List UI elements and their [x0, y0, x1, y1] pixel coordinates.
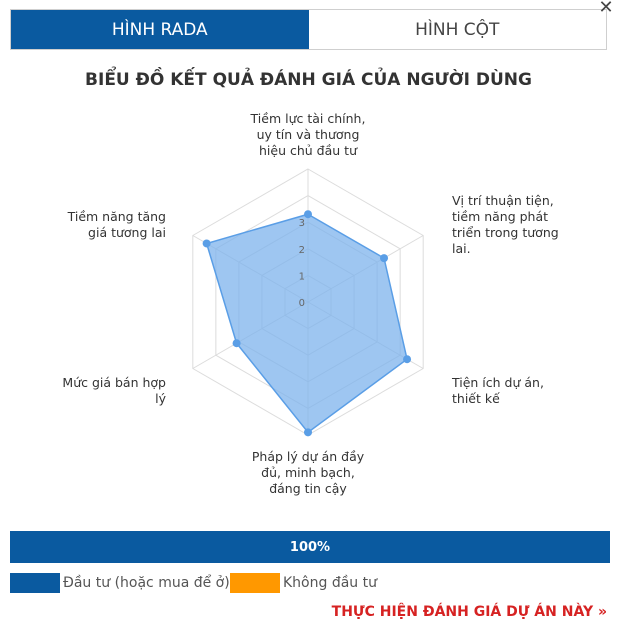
axis-label-finance: Tiềm lực tài chính, uy tín và thương hiệ…	[250, 111, 366, 158]
axis-label-amenities: Tiện ích dự án, thiết kế	[452, 375, 544, 406]
legend-label-invest: Đầu tư (hoặc mua để ở)	[63, 575, 230, 591]
axis-label-legal: Pháp lý dự án đầy đủ, minh bạch, đáng ti…	[251, 449, 365, 496]
data-point[interactable]	[380, 254, 389, 263]
tick-label: 3	[299, 218, 305, 229]
tick-label: 0	[299, 298, 305, 309]
progress-label: 100%	[289, 539, 331, 555]
radar-chart: 0 1 2 3	[192, 168, 424, 437]
rate-project-link[interactable]: THỰC HIỆN ĐÁNH GIÁ DỰ ÁN NÀY »	[331, 604, 607, 620]
chart-title: BIỂU ĐỒ KẾT QUẢ ĐÁNH GIÁ CỦA NGƯỜI DÙNG	[85, 70, 532, 90]
chart-type-tabs: HÌNH RADA HÌNH CỘT	[10, 9, 607, 50]
legend-item-invest: Đầu tư (hoặc mua để ở)	[10, 573, 230, 593]
data-point[interactable]	[232, 339, 241, 348]
tick-label: 2	[299, 245, 305, 256]
legend-item-not-invest: Không đầu tư	[230, 573, 377, 593]
axis-label-location: Vị trí thuận tiện, tiềm năng phát triển …	[452, 193, 559, 256]
legend-label-not-invest: Không đầu tư	[283, 575, 377, 591]
legend-swatch-invest	[10, 573, 60, 593]
tab-radar[interactable]: HÌNH RADA	[11, 10, 309, 49]
close-icon[interactable]: ✕	[598, 0, 614, 18]
tab-bar[interactable]: HÌNH CỘT	[308, 10, 606, 49]
axis-label-price: Mức giá bán hợp lý	[62, 375, 166, 406]
data-point[interactable]	[304, 428, 312, 437]
data-point[interactable]	[202, 239, 211, 248]
data-point[interactable]	[403, 355, 412, 364]
series-area	[205, 213, 408, 434]
tick-label: 1	[299, 271, 305, 282]
progress-bar: 100%	[10, 531, 610, 563]
data-point[interactable]	[304, 210, 312, 219]
axis-label-growth: Tiềm năng tăng giá tương lai	[67, 209, 166, 240]
legend-swatch-not-invest	[230, 573, 280, 593]
